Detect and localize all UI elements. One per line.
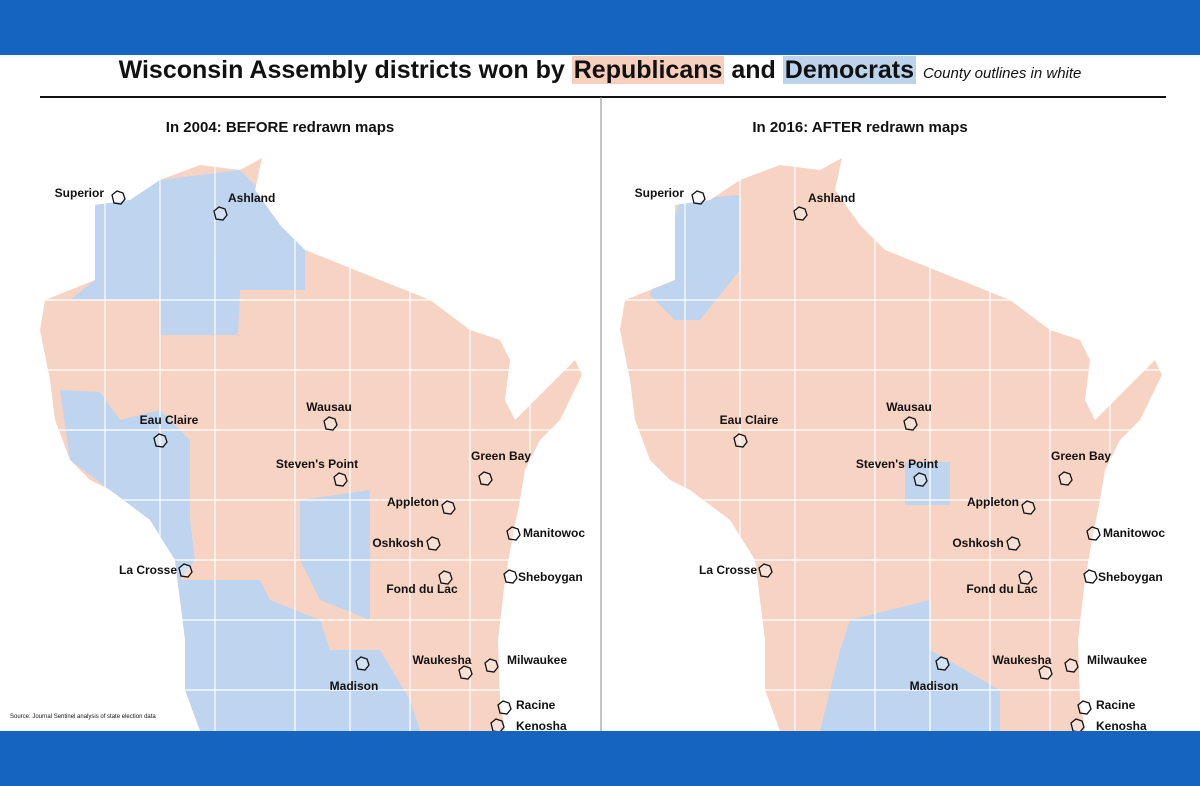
city-label: Wausau [306, 400, 352, 414]
title-text: Wisconsin Assembly districts won by [118, 56, 565, 84]
city-outline [691, 190, 706, 205]
city-label: Steven's Point [856, 457, 938, 471]
city-label: Ashland [808, 191, 855, 205]
city-label: Milwaukee [507, 653, 567, 667]
city-label: Green Bay [1051, 449, 1111, 463]
map-2004 [40, 158, 582, 731]
city-label: Sheboygan [1098, 570, 1163, 584]
city-outline [323, 416, 338, 431]
panel-title: In 2016: AFTER redrawn maps [752, 119, 967, 136]
city-label: Madison [910, 679, 959, 693]
city-label: Madison [330, 679, 379, 693]
city-outline [1006, 536, 1021, 551]
city-outline [903, 416, 918, 431]
city-outline [793, 206, 808, 221]
city-outline [503, 569, 518, 584]
city-outline [1083, 569, 1098, 584]
city-outline [111, 190, 126, 205]
city-outline [1018, 570, 1033, 585]
city-label: La Crosse [699, 563, 757, 577]
city-outline [1086, 526, 1101, 541]
city-label: Oshkosh [372, 536, 423, 550]
city-label: Kenosha [1096, 719, 1147, 733]
city-label: La Crosse [119, 563, 177, 577]
city-outline [333, 472, 348, 487]
city-label: Superior [55, 186, 105, 200]
city-label: Milwaukee [1087, 653, 1147, 667]
city-outline [497, 700, 512, 715]
city-outline [1064, 658, 1079, 673]
source: Source: Journal Sentinel analysis of sta… [10, 714, 156, 720]
city-label: Manitowoc [523, 526, 585, 540]
city-label: Wausau [886, 400, 932, 414]
city-label: Racine [1096, 698, 1136, 712]
panel-title: In 2004: BEFORE redrawn maps [166, 119, 394, 136]
city-outline [1021, 500, 1036, 515]
map-2016 [620, 158, 1162, 731]
city-outline [213, 206, 228, 221]
city-label: Oshkosh [952, 536, 1003, 550]
city-label: Sheboygan [518, 570, 583, 584]
city-label: Waukesha [993, 653, 1052, 667]
city-outline [458, 665, 473, 680]
bottom-bar [0, 731, 1200, 786]
democrats: Democrats [782, 56, 916, 84]
city-label: Eau Claire [140, 413, 199, 427]
city-outline [1038, 665, 1053, 680]
city-label: Appleton [387, 495, 439, 509]
city-outline [758, 563, 773, 578]
city-outline [1058, 471, 1073, 486]
city-label: Waukesha [413, 653, 472, 667]
republicans: Republicans [571, 56, 725, 84]
city-outline [506, 526, 521, 541]
city-label: Eau Claire [720, 413, 779, 427]
city-label: Fond du Lac [966, 582, 1038, 596]
city-label: Green Bay [471, 449, 531, 463]
city-outline [153, 433, 168, 448]
city-outline [478, 471, 493, 486]
city-outline [935, 656, 950, 671]
city-label: Manitowoc [1103, 526, 1165, 540]
title: Wisconsin Assembly districts won by Repu… [0, 56, 1200, 85]
city-outline [913, 472, 928, 487]
city-outline [426, 536, 441, 551]
top-bar [0, 0, 1200, 55]
city-outline [1077, 700, 1092, 715]
subtitle: County outlines in white [922, 65, 1082, 82]
city-outline [441, 500, 456, 515]
city-label: Racine [516, 698, 556, 712]
city-outline [733, 433, 748, 448]
city-outline [355, 656, 370, 671]
city-outline [438, 570, 453, 585]
city-outline [484, 658, 499, 673]
city-label: Fond du Lac [386, 582, 458, 596]
city-outline [178, 563, 193, 578]
city-label: Ashland [228, 191, 275, 205]
city-label: Steven's Point [276, 457, 358, 471]
city-label: Superior [635, 186, 685, 200]
city-label: Kenosha [516, 719, 567, 733]
city-label: Appleton [967, 495, 1019, 509]
title-text: and [731, 56, 776, 84]
